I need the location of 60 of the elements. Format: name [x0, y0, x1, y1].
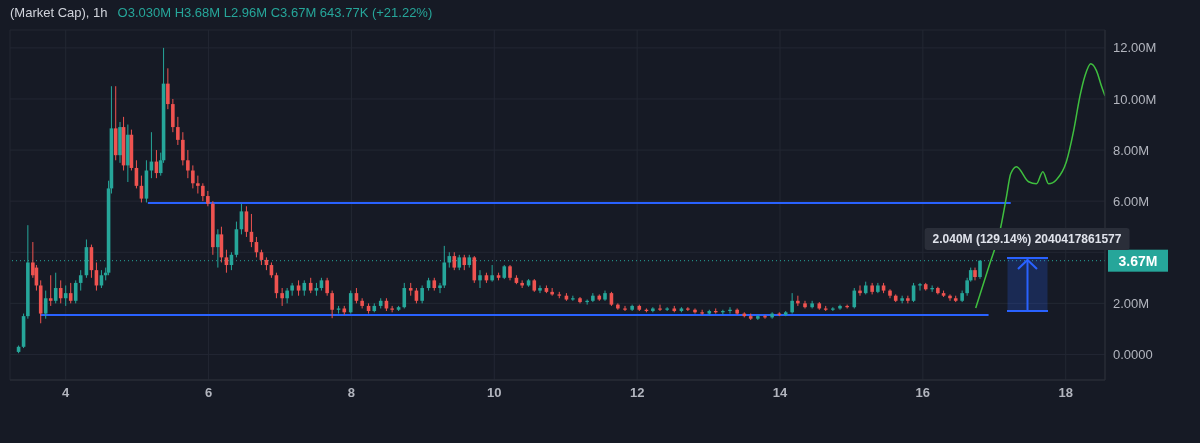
candlestick [181, 131, 185, 166]
candlestick [571, 295, 575, 302]
candlestick [166, 67, 170, 110]
x-tick-label: 8 [347, 385, 356, 401]
candlestick [63, 284, 68, 307]
candlestick [472, 255, 477, 284]
candlestick [186, 149, 190, 179]
candlestick [191, 164, 195, 189]
candlestick [48, 274, 53, 307]
candlestick [623, 305, 627, 312]
candlestick [700, 309, 704, 316]
x-tick-label: 18 [1058, 385, 1073, 401]
candlestick [478, 269, 482, 289]
chart-subtitle: O3.030M H3.68M L2.96M C3.67M 643.77K (+21.22%) [117, 5, 433, 20]
x-tick-label: 16 [915, 385, 931, 401]
y-tick-label: 2.00M [1113, 295, 1150, 311]
candlestick [330, 290, 334, 319]
x-tick-label: 10 [487, 385, 502, 401]
annotation: 2.040M (129.14%) 2040417861577 [924, 228, 1130, 250]
chart-title: (Market Cap), 1h [10, 5, 108, 20]
y-tick-label: 0.0000 [1113, 347, 1153, 363]
candlestick [196, 175, 200, 194]
y-tick-label: 10.00M [1113, 91, 1157, 107]
y-tick-label: 12.00M [1113, 40, 1157, 56]
candlestick [348, 290, 353, 315]
candlestick [290, 282, 294, 297]
candlestick [285, 287, 289, 304]
y-tick-label: 8.00M [1113, 142, 1150, 158]
candlestick [280, 287, 284, 307]
candlestick [176, 116, 180, 146]
candlestick [490, 264, 494, 283]
candlestick [978, 259, 982, 280]
candlestick [790, 292, 794, 315]
candlestick [402, 282, 407, 309]
x-tick-label: 4 [62, 385, 71, 401]
candlestick [906, 295, 910, 304]
x-tick-label: 6 [204, 385, 213, 401]
candlestick [658, 304, 662, 312]
candlestick [73, 279, 78, 304]
candlestick [735, 307, 739, 316]
candlestick [360, 297, 364, 309]
candlestick [390, 305, 394, 313]
candlestick [900, 295, 904, 304]
candlestick [686, 306, 690, 312]
candlestick [68, 282, 73, 304]
candlestick [538, 284, 542, 294]
candlestick [852, 287, 857, 309]
candlestick [58, 279, 63, 304]
y-tick-label: 6.00M [1113, 193, 1150, 209]
x-tick-label: 14 [772, 385, 788, 401]
x-tick-label: 12 [629, 385, 645, 401]
candlestick [206, 190, 210, 207]
candlestick [53, 272, 58, 304]
candlestick [171, 98, 175, 133]
ref-line-label: 3.67M [1118, 252, 1158, 269]
candlestick [43, 290, 48, 320]
candlestick [78, 269, 83, 292]
candlestick [442, 245, 447, 289]
candlestick [831, 306, 835, 312]
candlestick [665, 306, 669, 312]
